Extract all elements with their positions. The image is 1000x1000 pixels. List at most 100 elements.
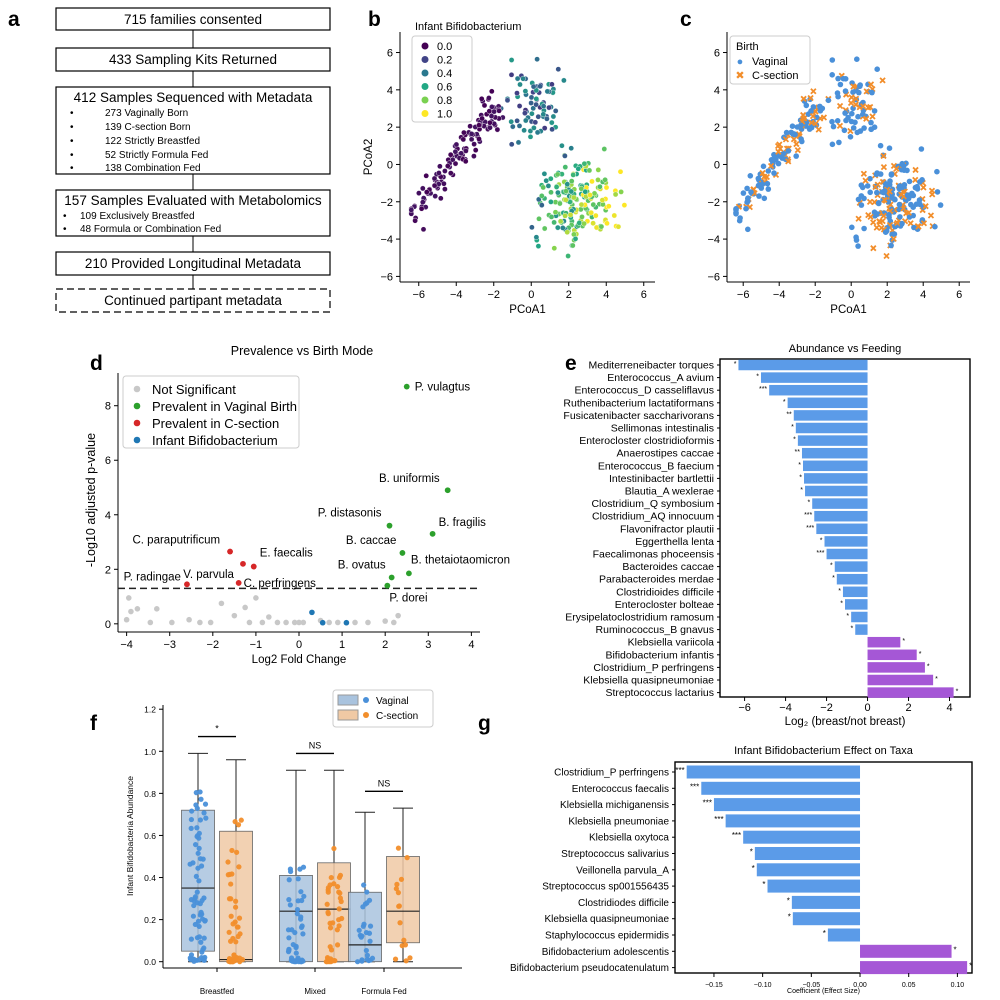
category-label: Klebsiella quasipneumoniae (583, 675, 714, 687)
data-point (468, 136, 475, 143)
data-point-vaginal (871, 108, 878, 114)
y-tick-label: 8 (105, 401, 111, 413)
point-label: P. radingae (124, 571, 181, 583)
data-point (232, 919, 238, 925)
data-point-vaginal (875, 200, 882, 207)
data-point-bifido (309, 609, 315, 616)
bar (793, 410, 868, 421)
data-point-nonsig (207, 619, 214, 626)
data-point (532, 119, 539, 126)
data-point (549, 126, 555, 133)
data-point (362, 901, 369, 907)
data-point (521, 127, 527, 134)
data-point-csection (800, 115, 808, 122)
data-point (442, 186, 448, 192)
x-tick-label: 2 (884, 289, 890, 301)
legend-swatch (133, 436, 141, 444)
flow-box-sequenced-title: 412 Samples Sequenced with Metadata (74, 90, 313, 105)
data-point (562, 153, 568, 159)
bar (867, 662, 925, 673)
data-point (544, 88, 551, 95)
data-point-vaginal (764, 180, 771, 187)
data-point (419, 199, 426, 205)
category-label: Klebsiella oxytoca (589, 833, 669, 844)
data-point-vaginal (736, 217, 743, 224)
data-point (232, 819, 238, 825)
data-point (287, 902, 293, 908)
data-point-vaginal (871, 209, 878, 215)
x-tick-label: −4 (120, 639, 133, 651)
data-point-vaginal (868, 126, 874, 133)
data-point-nonsig (259, 619, 266, 626)
data-point (327, 944, 333, 950)
data-point (336, 874, 343, 881)
data-point (452, 148, 459, 155)
chart-title: Abundance vs Feeding (789, 343, 902, 355)
category-label: Ruthenibacterium lactatiformans (563, 397, 714, 409)
significance-marker: * (851, 626, 854, 633)
y-tick-label: 6 (387, 48, 393, 60)
significance-marker: * (840, 600, 843, 607)
data-point (537, 83, 544, 90)
data-point (364, 952, 370, 958)
data-point (562, 212, 568, 219)
data-point (601, 146, 608, 152)
data-point (539, 193, 545, 199)
data-point (572, 235, 579, 242)
significance-marker: *** (806, 525, 814, 532)
data-point (549, 119, 555, 126)
data-point-nonsig (153, 606, 160, 612)
data-point (231, 952, 237, 958)
data-point-csection (809, 112, 817, 120)
legend-swatch (421, 83, 429, 90)
panel-label-c: c (680, 8, 692, 31)
y-tick-label: 2 (387, 122, 393, 134)
data-point-vaginal (904, 192, 911, 198)
data-point-vaginal (874, 189, 880, 196)
data-point (226, 929, 232, 935)
data-point-nonsig (365, 619, 371, 626)
significance-marker: * (762, 880, 765, 889)
significance-marker: * (927, 663, 930, 670)
data-point (541, 170, 548, 177)
y-tick-label: 2 (714, 122, 720, 134)
data-point-csection (775, 148, 782, 155)
x-axis-label: Log2 Fold Change (252, 654, 347, 666)
data-point (546, 104, 552, 111)
data-point (189, 808, 195, 814)
data-point-vaginal (914, 183, 920, 190)
data-point-csection (859, 103, 867, 110)
legend-label: 1.0 (437, 109, 452, 121)
data-point (514, 90, 520, 96)
data-point (292, 929, 298, 936)
legend-swatch (421, 96, 429, 104)
legend-label: 0.0 (437, 41, 452, 53)
data-point-vaginal (748, 189, 754, 195)
category-label: Bacteroides caccae (622, 561, 714, 573)
data-point (550, 113, 557, 120)
abundance-feeding-chart: Abundance vs Feeding Mediterreneibacter t… (563, 343, 971, 728)
panel-label-b: b (368, 8, 381, 31)
data-point (190, 860, 196, 866)
y-axis-label: PCoA2 (363, 139, 375, 175)
data-point (496, 108, 502, 114)
bar (867, 687, 954, 698)
data-point-vaginal (859, 184, 866, 191)
bar (795, 422, 868, 434)
point-label: B. thetaiotaomicron (411, 554, 510, 566)
bullet: • (70, 163, 74, 174)
flow-box-metabolomics: 157 Samples Evaluated with Metabolomics … (55, 189, 331, 237)
significance-marker: * (969, 962, 972, 971)
data-point (237, 931, 243, 937)
data-point (234, 849, 240, 855)
data-point (567, 211, 574, 218)
x-tick-label: 4 (920, 289, 926, 301)
bullet: • (63, 224, 67, 235)
y-axis-label: Infant Bifidobacteria Abundance (125, 776, 135, 896)
data-point (555, 66, 562, 72)
data-point (327, 882, 333, 888)
data-point (194, 900, 200, 906)
data-point (617, 168, 624, 175)
x-tick-label: 0.05 (902, 982, 916, 989)
category-label: Anaerostipes caccae (617, 448, 715, 460)
